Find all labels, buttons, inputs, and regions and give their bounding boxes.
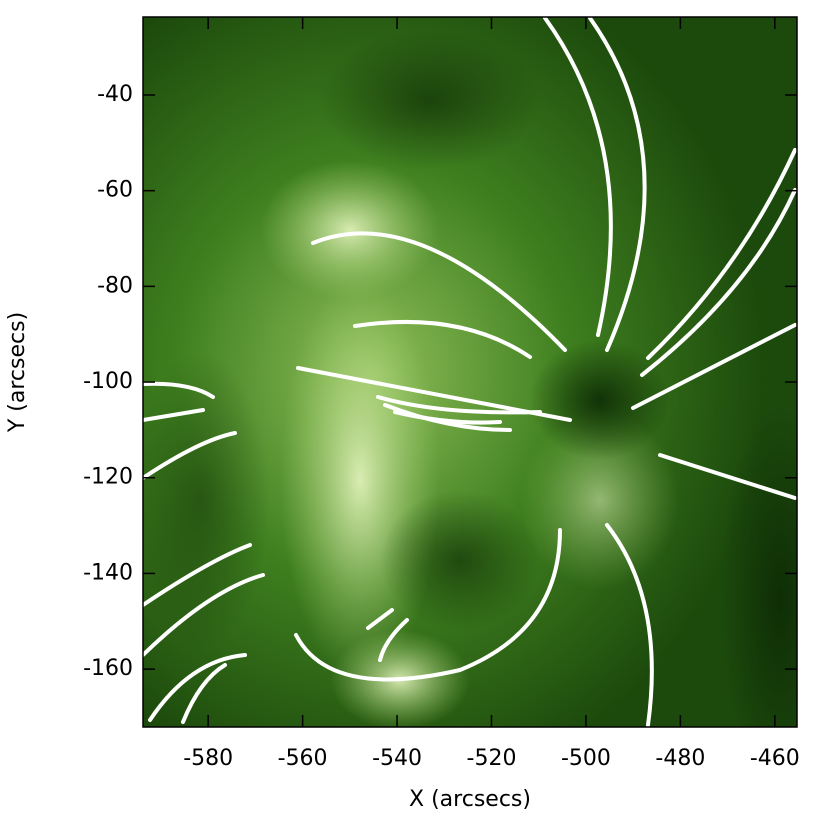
x-tick-label: -540 xyxy=(372,746,422,771)
x-tick-label: -500 xyxy=(561,746,611,771)
solar-image xyxy=(143,17,797,727)
y-tick-label: -100 xyxy=(83,369,133,394)
y-tick-label: -40 xyxy=(97,82,133,107)
y-tick-label: -140 xyxy=(83,560,133,585)
x-tick-label: -460 xyxy=(750,746,800,771)
x-tick-label: -580 xyxy=(183,746,233,771)
plot-frame xyxy=(142,16,798,728)
x-tick-label: -480 xyxy=(655,746,705,771)
y-tick-label: -80 xyxy=(97,273,133,298)
y-tick-label: -60 xyxy=(97,178,133,203)
x-tick-label: -560 xyxy=(278,746,328,771)
y-tick-label: -120 xyxy=(83,465,133,490)
y-axis-label: Y (arcsecs) xyxy=(5,312,30,433)
x-tick-label: -520 xyxy=(467,746,517,771)
x-axis-label: X (arcsecs) xyxy=(409,787,531,812)
y-tick-label: -160 xyxy=(83,656,133,681)
field-lines xyxy=(143,17,797,727)
